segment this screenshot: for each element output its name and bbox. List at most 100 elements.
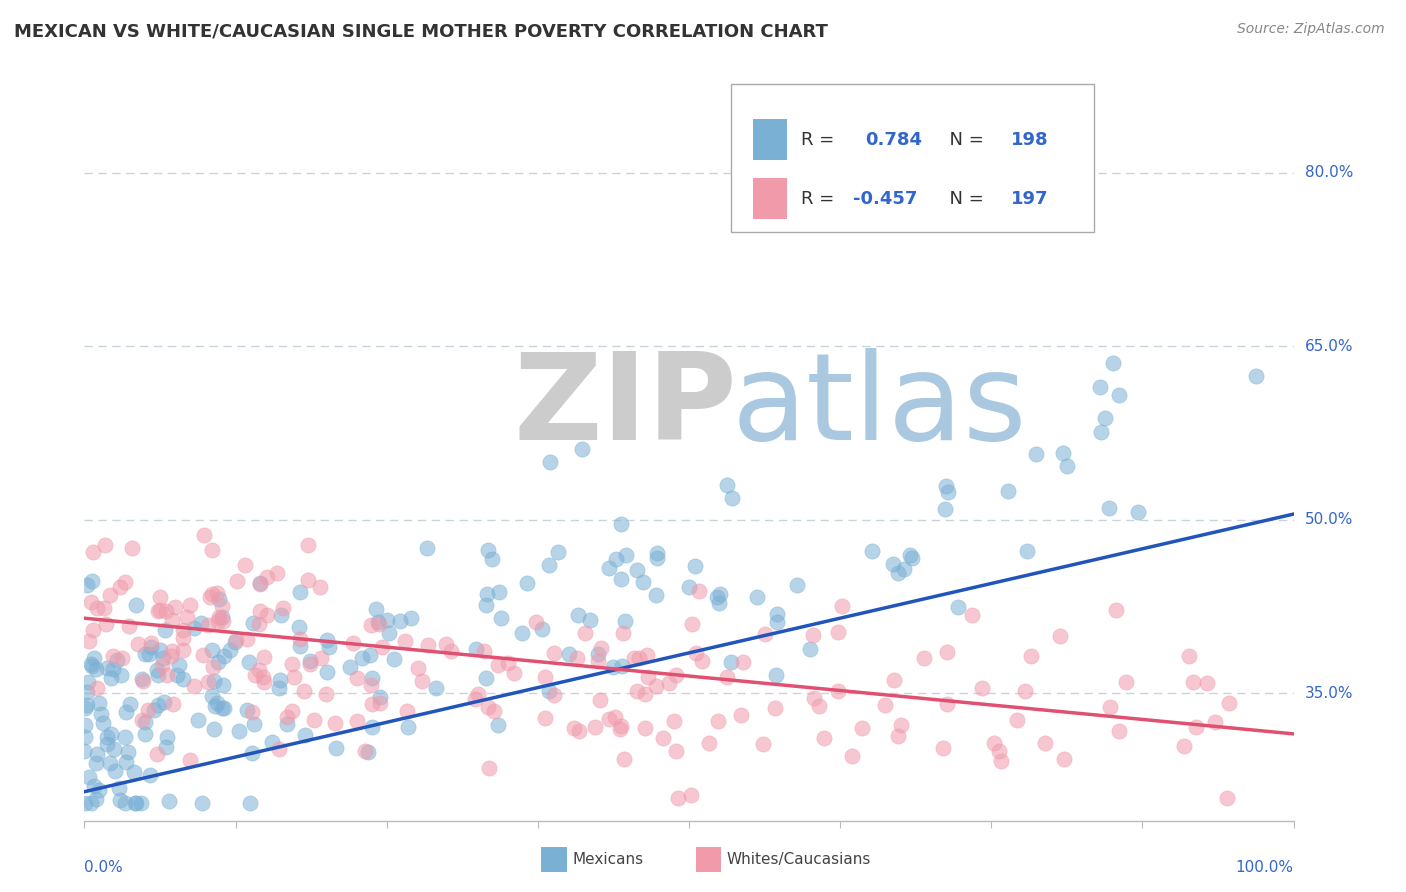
Point	[115, 705, 138, 719]
Point	[82, 545, 104, 559]
Point	[299, 657, 322, 672]
Point	[766, 615, 789, 629]
Point	[730, 707, 752, 722]
Point	[201, 689, 224, 703]
Point	[873, 698, 896, 713]
Point	[201, 659, 224, 673]
Point	[323, 715, 346, 730]
Point	[1098, 500, 1121, 515]
Point	[281, 705, 304, 719]
Point	[297, 539, 319, 553]
Point	[486, 657, 509, 672]
Point	[882, 557, 904, 571]
Point	[936, 697, 959, 711]
Point	[267, 742, 290, 756]
Point	[602, 660, 624, 674]
Point	[547, 545, 569, 559]
Point	[1115, 674, 1137, 689]
Point	[396, 704, 419, 718]
Point	[187, 714, 209, 728]
Point	[709, 587, 731, 601]
Point	[339, 660, 361, 674]
Point	[82, 574, 104, 588]
Point	[252, 670, 274, 684]
Point	[146, 604, 169, 618]
Point	[202, 722, 225, 736]
Point	[664, 714, 686, 728]
Point	[225, 633, 247, 648]
Point	[115, 756, 138, 770]
Point	[360, 678, 382, 692]
Point	[131, 714, 153, 728]
Point	[156, 731, 179, 745]
Text: ZIP: ZIP	[513, 348, 737, 465]
Point	[131, 797, 153, 811]
Point	[378, 625, 401, 640]
Point	[77, 770, 100, 784]
Point	[598, 561, 620, 575]
Point	[644, 679, 666, 693]
Point	[309, 580, 332, 594]
Point	[256, 608, 278, 623]
Point	[831, 599, 853, 614]
Point	[631, 575, 654, 590]
Point	[91, 716, 114, 731]
Point	[367, 615, 389, 629]
Text: Source: ZipAtlas.com: Source: ZipAtlas.com	[1237, 22, 1385, 37]
Point	[960, 607, 983, 622]
Point	[1053, 752, 1076, 766]
Point	[138, 768, 160, 782]
Point	[82, 623, 104, 637]
Point	[249, 576, 271, 591]
Point	[160, 614, 183, 628]
Point	[247, 663, 270, 677]
Point	[288, 639, 311, 653]
Text: 0.0%: 0.0%	[84, 860, 124, 874]
Point	[537, 684, 560, 698]
Point	[77, 634, 100, 648]
Point	[149, 643, 172, 657]
Point	[318, 640, 340, 654]
Point	[626, 683, 648, 698]
Point	[156, 667, 179, 681]
Text: Mexicans: Mexicans	[572, 853, 644, 867]
Point	[118, 619, 141, 633]
Point	[354, 744, 377, 758]
Point	[1216, 790, 1239, 805]
Point	[79, 657, 101, 672]
Point	[98, 588, 121, 602]
Point	[932, 740, 955, 755]
Point	[89, 696, 111, 710]
Point	[1025, 447, 1047, 461]
Point	[801, 628, 824, 642]
Point	[368, 696, 391, 710]
Point	[198, 591, 221, 605]
Point	[364, 602, 387, 616]
Point	[765, 607, 787, 621]
Point	[893, 562, 915, 576]
Point	[396, 720, 419, 734]
Point	[287, 620, 309, 634]
Point	[1088, 380, 1111, 394]
Point	[651, 731, 673, 746]
Point	[585, 720, 607, 734]
Point	[76, 684, 98, 698]
Point	[342, 636, 364, 650]
Point	[183, 621, 205, 635]
Point	[281, 657, 304, 672]
Point	[531, 623, 554, 637]
Point	[361, 671, 384, 685]
Point	[512, 626, 534, 640]
Point	[474, 671, 496, 685]
Point	[477, 700, 499, 714]
Point	[84, 792, 107, 806]
Point	[543, 646, 565, 660]
Text: atlas: atlas	[731, 348, 1026, 465]
Point	[76, 675, 98, 690]
Point	[236, 703, 259, 717]
Point	[73, 797, 96, 811]
Point	[212, 701, 235, 715]
Point	[104, 764, 127, 778]
Point	[247, 617, 270, 632]
Point	[139, 636, 162, 650]
